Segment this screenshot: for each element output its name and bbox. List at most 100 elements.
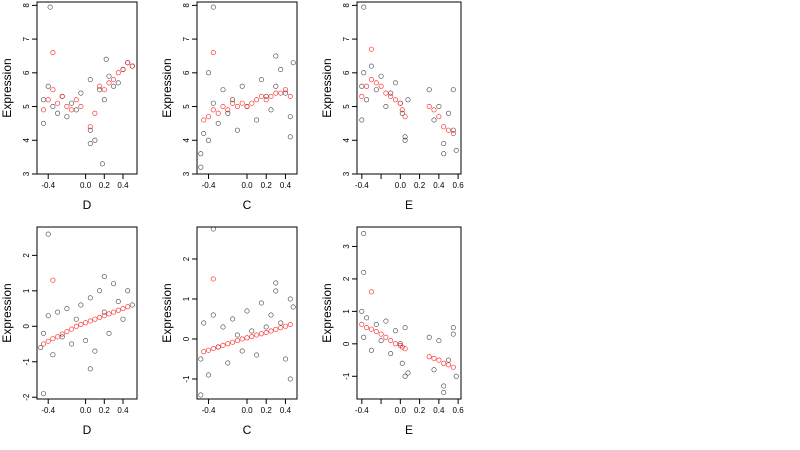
fitted-point [210, 50, 216, 56]
observed-point [431, 367, 437, 373]
observed-point [388, 90, 394, 96]
x-tick-label: 0.2 [261, 181, 273, 190]
fitted-point [263, 330, 269, 336]
observed-point [47, 4, 53, 10]
observed-point [361, 70, 367, 76]
observed-point [50, 352, 56, 358]
observed-point [383, 104, 389, 110]
observed-point [431, 117, 437, 123]
observed-point [115, 80, 121, 86]
fitted-point [87, 318, 93, 324]
x-tick-label: 0.4 [117, 406, 129, 415]
fitted-point [234, 338, 240, 344]
observed-point [273, 280, 279, 286]
observed-point [254, 352, 260, 358]
fitted-point [402, 346, 408, 352]
panel-2: -0.4 0.0 0.2 0.4 3 4 5 6 7 8 C Expression [160, 1, 298, 212]
x-tick-label: 0.4 [117, 181, 129, 190]
x-axis-label: C [243, 198, 252, 212]
fitted-point [273, 90, 279, 96]
observed-point [201, 131, 207, 137]
fitted-point [364, 325, 370, 331]
y-axis-label: Expression [320, 283, 334, 342]
observed-point [45, 83, 51, 89]
fitted-point [215, 110, 221, 116]
observed-point [97, 288, 103, 294]
observed-point [111, 83, 117, 89]
fitted-point [59, 331, 65, 337]
fitted-point [426, 354, 432, 360]
fitted-point [225, 341, 231, 347]
fitted-point [373, 80, 379, 86]
fitted-point [206, 114, 212, 120]
x-axis-label: D [83, 423, 92, 437]
y-tick-label: 3 [22, 171, 31, 176]
fitted-point [50, 50, 56, 56]
observed-point [290, 304, 296, 310]
observed-point [359, 83, 365, 89]
y-tick-label: -1 [182, 375, 191, 383]
x-axis-label: D [83, 198, 92, 212]
fitted-point [445, 362, 451, 368]
x-tick-label: 0.0 [395, 181, 407, 190]
fitted-point [230, 339, 236, 345]
panel-3: -0.4 0.0 0.2 0.4 0.6 3 4 5 6 7 8 E Expression [320, 1, 464, 212]
fitted-point [254, 332, 260, 338]
fitted-point [40, 341, 46, 347]
fitted-point [397, 100, 403, 106]
observed-point [69, 100, 75, 106]
fitted-point [230, 100, 236, 106]
observed-point [87, 127, 93, 133]
observed-point [64, 306, 70, 312]
fitted-point [73, 97, 79, 103]
observed-point [230, 316, 236, 322]
fitted-point [392, 97, 398, 103]
observed-point [210, 4, 216, 10]
observed-point [287, 134, 293, 140]
observed-point [450, 331, 456, 337]
fitted-point [278, 90, 284, 96]
observed-point [234, 332, 240, 338]
fitted-point [263, 97, 269, 103]
fitted-point [436, 114, 442, 120]
fitted-point [268, 328, 274, 334]
y-axis-label: Expression [320, 58, 334, 117]
x-tick-label: 0.4 [433, 406, 445, 415]
fitted-point [254, 97, 260, 103]
fitted-point [40, 107, 46, 113]
fitted-point [249, 334, 255, 340]
y-tick-label: 6 [342, 70, 351, 75]
observed-point [450, 325, 456, 331]
y-axis-label: Expression [160, 283, 174, 342]
observed-point [453, 147, 459, 153]
observed-point [278, 320, 284, 326]
observed-point [45, 231, 51, 237]
fitted-point [249, 100, 255, 106]
panel-1: -0.4 0.0 0.2 0.4 3 4 5 6 7 8 D Expression [0, 1, 138, 212]
observed-point [210, 100, 216, 106]
observed-point [373, 87, 379, 93]
observed-point [215, 120, 221, 126]
observed-point [73, 316, 79, 322]
fitted-point [111, 309, 117, 315]
x-tick-label: 0.2 [99, 181, 111, 190]
observed-point [129, 302, 135, 308]
fitted-point [287, 322, 293, 328]
fitted-point [378, 83, 384, 89]
x-tick-label: 0.0 [395, 406, 407, 415]
y-tick-label: 5 [182, 104, 191, 109]
y-tick-label: 8 [182, 3, 191, 8]
fitted-point [120, 67, 126, 73]
x-tick-label: 0.2 [261, 406, 273, 415]
observed-point [210, 312, 216, 318]
observed-point [268, 312, 274, 318]
y-tick-label: 5 [22, 104, 31, 109]
observed-point [249, 328, 255, 334]
y-axis-label: Expression [160, 58, 174, 117]
plot-frame [356, 226, 462, 400]
observed-point [278, 67, 284, 73]
observed-point [78, 302, 84, 308]
observed-point [83, 337, 89, 343]
x-tick-label: -0.4 [355, 406, 369, 415]
observed-point [402, 373, 408, 379]
